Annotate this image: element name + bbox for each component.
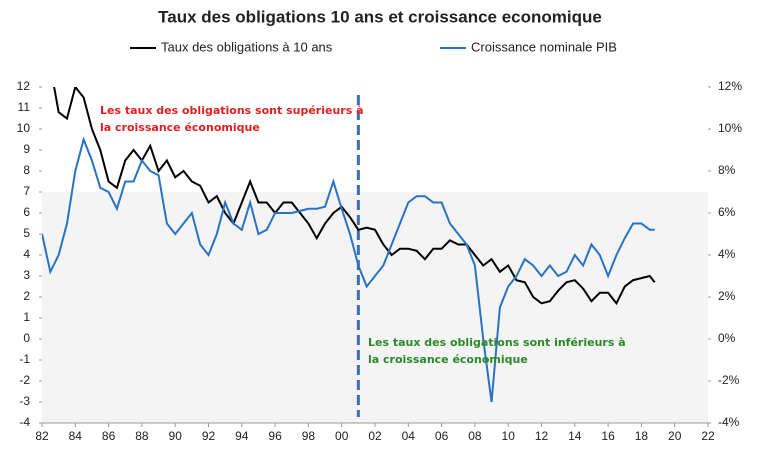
x-tick-label: 82	[35, 429, 49, 443]
series-line	[42, 136, 655, 403]
y-tick-label: 12	[17, 79, 31, 93]
plot-background	[42, 192, 708, 423]
y2-tick-label: 0%	[718, 331, 736, 345]
x-tick-label: 04	[402, 429, 416, 443]
x-tick-label: 18	[635, 429, 649, 443]
x-tick-label: 98	[302, 429, 316, 443]
y2-tick-label: 10%	[718, 121, 742, 135]
legend-label: Croissance nominale PIB	[471, 39, 617, 54]
x-tick-label: 94	[235, 429, 249, 443]
x-tick-label: 20	[668, 429, 682, 443]
y2-tick-label: 12%	[718, 79, 742, 93]
y-tick-label: 9	[23, 142, 30, 156]
x-tick-label: 84	[69, 429, 83, 443]
x-tick-label: 96	[268, 429, 282, 443]
y-tick-label: 4	[23, 247, 30, 261]
legend-label: Taux des obligations à 10 ans	[161, 39, 333, 54]
x-tick-label: 92	[202, 429, 216, 443]
x-tick-label: 08	[468, 429, 482, 443]
y-tick-label: 0	[23, 331, 30, 345]
y2-tick-label: 8%	[718, 163, 736, 177]
y-tick-label: 11	[18, 100, 31, 114]
y-tick-label: 10	[17, 121, 31, 135]
series-line	[53, 87, 656, 306]
y-tick-label: 7	[23, 184, 30, 198]
x-tick-label: 90	[169, 429, 183, 443]
x-tick-label: 88	[135, 429, 149, 443]
y-tick-label: 3	[23, 268, 30, 282]
annotation: Les taux des obligations sont supérieurs…	[100, 104, 364, 134]
y-tick-label: -1	[19, 352, 30, 366]
y2-tick-label: 2%	[718, 289, 736, 303]
y-tick-label: 6	[23, 205, 30, 219]
x-tick-label: 16	[601, 429, 615, 443]
x-tick-label: 14	[568, 429, 582, 443]
y-tick-label: 1	[23, 310, 30, 324]
y2-tick-label: 6%	[718, 205, 736, 219]
y-tick-label: -3	[19, 394, 30, 408]
x-tick-label: 02	[368, 429, 382, 443]
y-tick-label: 2	[23, 289, 30, 303]
x-tick-label: 22	[701, 429, 715, 443]
y-tick-label: -2	[19, 373, 30, 387]
y-tick-label: -4	[19, 415, 30, 429]
x-tick-label: 86	[102, 429, 116, 443]
y2-tick-label: 4%	[718, 247, 736, 261]
x-tick-label: 10	[502, 429, 516, 443]
y-tick-label: 8	[23, 163, 30, 177]
y2-tick-label: -4%	[718, 415, 740, 429]
x-tick-label: 12	[535, 429, 549, 443]
x-tick-label: 00	[335, 429, 349, 443]
x-tick-label: 06	[435, 429, 449, 443]
y2-tick-label: -2%	[718, 373, 740, 387]
chart-title: Taux des obligations 10 ans et croissanc…	[158, 7, 602, 26]
annotation: Les taux des obligations sont inférieurs…	[368, 336, 626, 366]
y-tick-label: 5	[23, 226, 30, 240]
